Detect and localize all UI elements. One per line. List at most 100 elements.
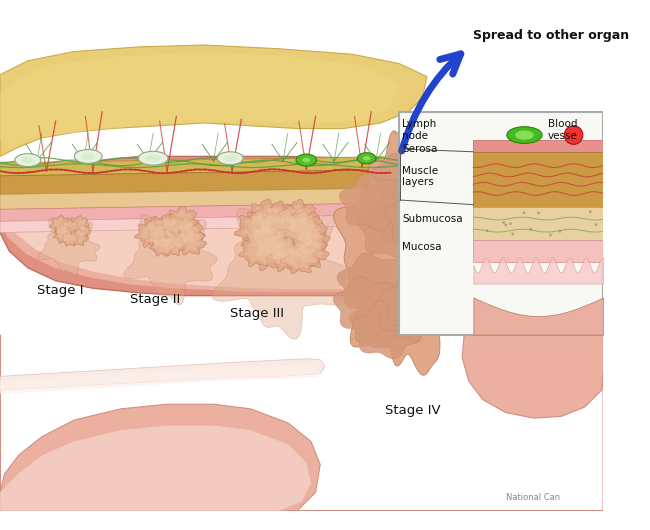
Ellipse shape [224, 155, 237, 162]
Polygon shape [404, 210, 456, 255]
Polygon shape [173, 217, 200, 238]
Polygon shape [60, 232, 78, 246]
Polygon shape [409, 239, 464, 286]
Polygon shape [0, 170, 404, 195]
Polygon shape [279, 211, 326, 250]
Polygon shape [333, 277, 401, 334]
Ellipse shape [81, 153, 95, 160]
Polygon shape [146, 219, 162, 234]
Circle shape [558, 230, 562, 233]
Polygon shape [53, 224, 70, 238]
Polygon shape [473, 240, 603, 262]
Polygon shape [212, 208, 350, 339]
Polygon shape [157, 232, 187, 257]
Circle shape [502, 221, 505, 224]
Polygon shape [245, 220, 285, 252]
Circle shape [537, 211, 540, 214]
Polygon shape [0, 52, 399, 149]
Ellipse shape [358, 153, 376, 164]
Polygon shape [286, 246, 314, 269]
Text: Muscle
layers: Muscle layers [402, 166, 438, 187]
Text: National Can: National Can [506, 493, 560, 502]
Polygon shape [53, 226, 75, 244]
Polygon shape [280, 207, 322, 243]
Polygon shape [144, 225, 176, 251]
Polygon shape [270, 214, 300, 239]
Circle shape [530, 228, 532, 231]
Polygon shape [241, 216, 274, 243]
Polygon shape [70, 231, 85, 243]
Polygon shape [272, 242, 302, 267]
Text: Mucosa: Mucosa [402, 242, 441, 252]
Circle shape [512, 233, 514, 235]
Polygon shape [333, 131, 477, 375]
Circle shape [504, 224, 507, 226]
Ellipse shape [138, 151, 168, 165]
Polygon shape [243, 208, 280, 238]
Polygon shape [38, 219, 100, 276]
Text: Stage III: Stage III [230, 307, 284, 320]
Polygon shape [337, 253, 410, 315]
Polygon shape [162, 217, 181, 233]
Polygon shape [161, 236, 182, 253]
Polygon shape [170, 210, 194, 230]
Polygon shape [165, 206, 199, 234]
Polygon shape [63, 234, 75, 244]
Polygon shape [294, 240, 323, 264]
Polygon shape [473, 152, 603, 207]
Polygon shape [420, 200, 467, 241]
Polygon shape [75, 224, 91, 238]
Polygon shape [241, 219, 292, 261]
Polygon shape [289, 219, 330, 253]
Polygon shape [288, 305, 603, 511]
Polygon shape [380, 273, 449, 331]
Text: Spread to other organ: Spread to other organ [473, 29, 629, 42]
Polygon shape [0, 366, 321, 394]
Polygon shape [417, 279, 480, 332]
Polygon shape [59, 219, 79, 235]
Text: Submucosa: Submucosa [402, 214, 463, 224]
Circle shape [486, 229, 489, 232]
Polygon shape [0, 19, 603, 511]
Polygon shape [59, 222, 80, 229]
Polygon shape [260, 214, 306, 233]
Polygon shape [395, 208, 444, 249]
Polygon shape [266, 237, 308, 272]
Polygon shape [289, 227, 328, 259]
Polygon shape [155, 218, 177, 236]
Polygon shape [160, 226, 192, 252]
Polygon shape [177, 220, 196, 235]
Text: Stage II: Stage II [130, 293, 180, 306]
Polygon shape [372, 189, 445, 250]
Polygon shape [56, 226, 68, 236]
Polygon shape [124, 215, 217, 305]
Ellipse shape [15, 154, 41, 166]
Text: Stage IV: Stage IV [385, 404, 441, 417]
Polygon shape [153, 238, 172, 253]
Polygon shape [278, 199, 319, 234]
Polygon shape [165, 231, 187, 249]
Polygon shape [239, 236, 276, 267]
Circle shape [564, 126, 583, 144]
Circle shape [549, 234, 552, 236]
Polygon shape [473, 207, 603, 240]
Polygon shape [416, 175, 478, 228]
Polygon shape [77, 226, 88, 236]
Ellipse shape [302, 158, 310, 163]
Polygon shape [140, 224, 162, 243]
Polygon shape [0, 188, 404, 209]
Polygon shape [62, 221, 77, 233]
Polygon shape [72, 218, 86, 230]
Polygon shape [0, 203, 404, 222]
Polygon shape [0, 156, 404, 176]
Polygon shape [179, 232, 202, 251]
Polygon shape [234, 210, 281, 249]
Polygon shape [295, 232, 322, 254]
Text: Stage I: Stage I [37, 284, 84, 297]
Polygon shape [57, 229, 72, 241]
Polygon shape [257, 201, 299, 235]
Polygon shape [284, 205, 313, 228]
Polygon shape [0, 214, 404, 233]
Polygon shape [372, 153, 429, 202]
Polygon shape [0, 45, 427, 156]
